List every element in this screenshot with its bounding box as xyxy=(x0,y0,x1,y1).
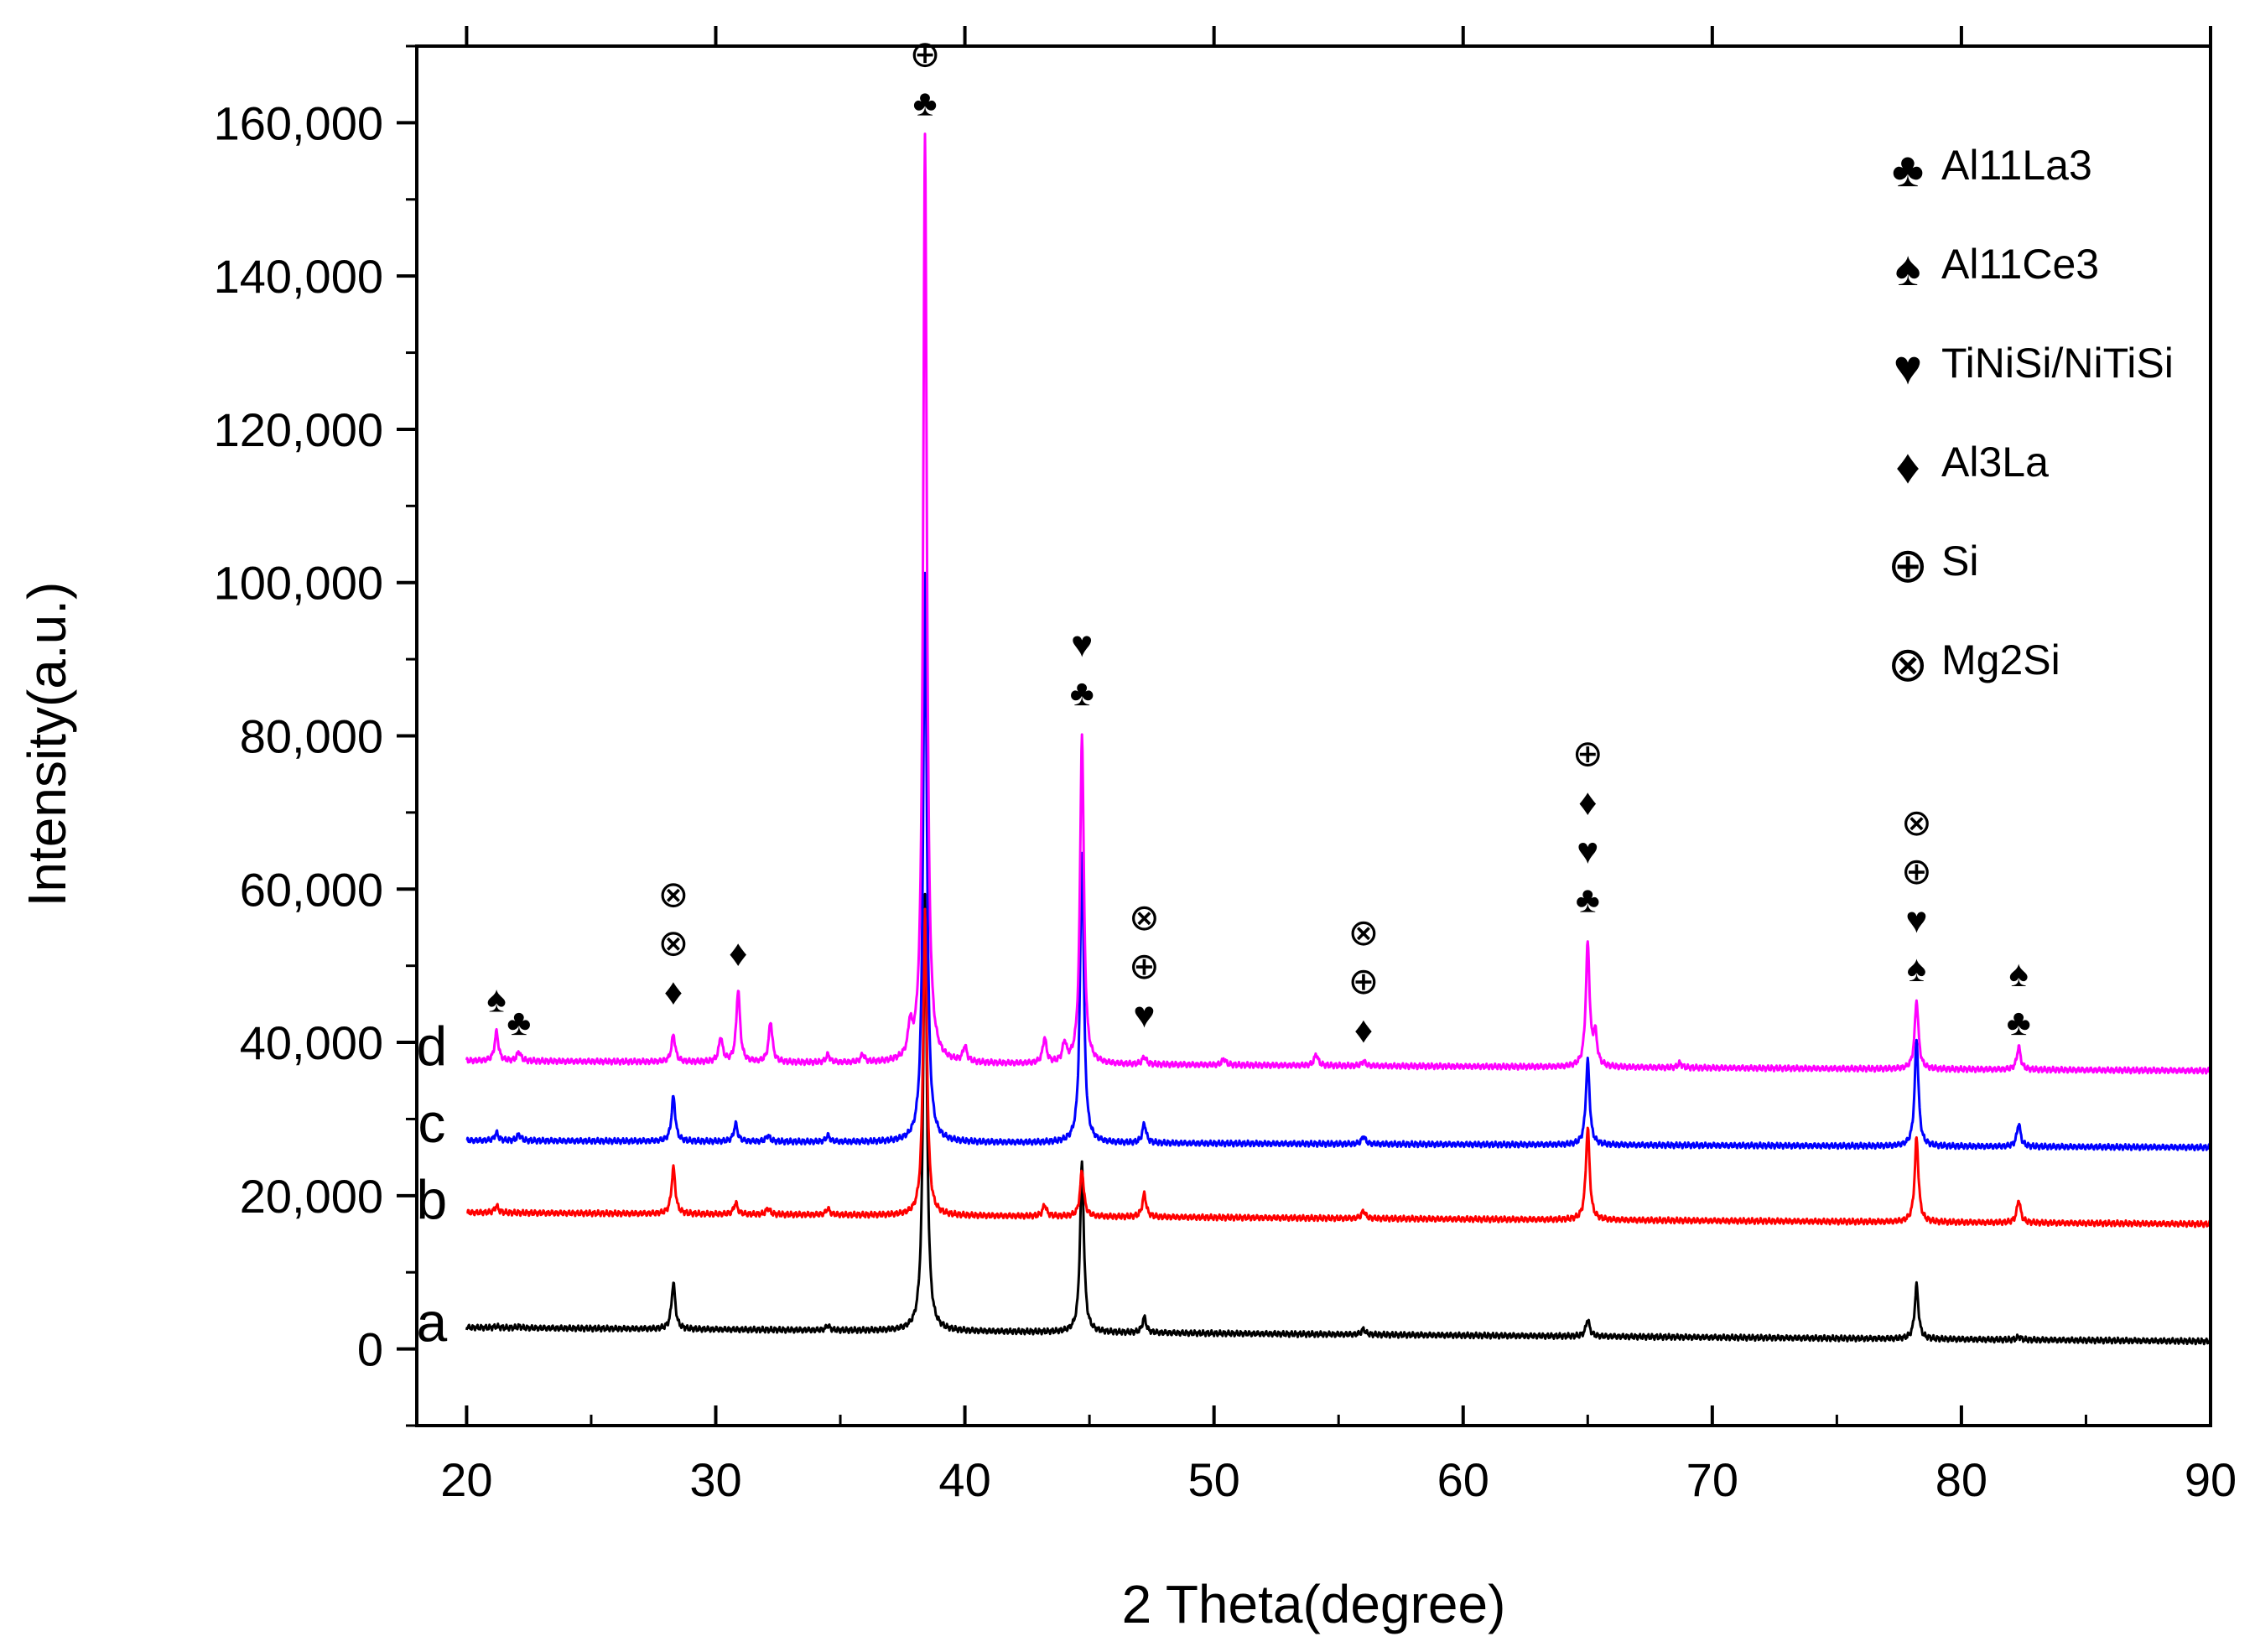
curve-label-c: c xyxy=(418,1092,445,1154)
axes: 20 30 40 50 60 70 80 90 0 20,000 40,000 60,000 80,00… xyxy=(214,26,2237,1506)
peak-marker: ⊕ xyxy=(1572,734,1603,775)
legend-entry: ⊕ Si xyxy=(1888,538,1979,593)
x-tick-label: 40 xyxy=(938,1453,990,1506)
legend-entry: ♦ Al3La xyxy=(1895,439,2049,494)
legend-entry: ⊗ Mg2Si xyxy=(1888,636,2060,692)
peak-marker: ♣ xyxy=(913,82,938,123)
legend-label: Mg2Si xyxy=(1941,636,2060,683)
x-tick-label: 80 xyxy=(1935,1453,1987,1506)
club-icon: ♣ xyxy=(1892,143,1924,197)
y-tick-label: 160,000 xyxy=(214,96,383,149)
peak-marker: ♦ xyxy=(664,971,683,1012)
y-tick-label: 0 xyxy=(357,1323,383,1376)
series-layer xyxy=(465,132,2212,1346)
series-line-d xyxy=(465,132,2212,1075)
curve-label-d: d xyxy=(416,1015,447,1077)
peak-marker: ♠ xyxy=(1907,948,1926,990)
legend-entry: ♠ Al11Ce3 xyxy=(1895,241,2100,296)
legend-entry: ♣ Al11La3 xyxy=(1892,142,2092,197)
series-line-c xyxy=(465,571,2212,1151)
x-axis-title: 2 Theta(degree) xyxy=(1122,1574,1506,1634)
series-line-a xyxy=(465,892,2212,1346)
peak-marker: ♦ xyxy=(1354,1010,1373,1051)
peak-marker: ♠ xyxy=(486,979,506,1021)
peak-marker: ♦ xyxy=(729,933,747,974)
peak-marker: ♥ xyxy=(1905,900,1927,941)
circle-times-icon: ⊗ xyxy=(1888,637,1929,692)
x-tick-label: 50 xyxy=(1188,1453,1240,1506)
y-tick-label: 20,000 xyxy=(240,1170,383,1223)
peak-marker: ⊗ xyxy=(658,922,689,964)
legend-entry: ♥ TiNiSi/NiTiSi xyxy=(1894,340,2174,395)
circle-plus-icon: ⊕ xyxy=(1888,538,1929,593)
peak-marker: ♣ xyxy=(2007,1002,2031,1043)
y-tick-label: 100,000 xyxy=(214,557,383,610)
peak-marker: ⊕ xyxy=(1129,946,1160,987)
legend-label: Al3La xyxy=(1941,439,2049,486)
peak-annotations: ♠♣♦⊗⊗♦♣⊕♣♥♥⊕⊗♦⊕⊗♣♥♦⊕♠♥⊕⊗♣♠ xyxy=(486,34,2030,1051)
peak-marker: ♥ xyxy=(1071,624,1093,665)
x-tick-label: 90 xyxy=(2185,1453,2237,1506)
x-tick-label: 60 xyxy=(1437,1453,1489,1506)
x-tick-label: 70 xyxy=(1686,1453,1738,1506)
peak-marker: ⊕ xyxy=(1348,961,1379,1002)
peak-marker: ♥ xyxy=(1577,831,1598,872)
legend: ♣ Al11La3 ♠ Al11Ce3 ♥ TiNiSi/NiTiSi ♦ Al3La ⊕ Si ⊗… xyxy=(1888,142,2174,692)
legend-label: Al11Ce3 xyxy=(1941,241,2099,288)
diamond-icon: ♦ xyxy=(1895,439,1920,494)
y-tick-label: 40,000 xyxy=(240,1016,383,1069)
legend-label: TiNiSi/NiTiSi xyxy=(1941,340,2174,387)
y-tick-label: 120,000 xyxy=(214,403,383,456)
x-tick-label: 20 xyxy=(440,1453,492,1506)
peak-marker: ♥ xyxy=(1133,995,1155,1036)
peak-marker: ⊗ xyxy=(658,874,689,915)
curve-label-a: a xyxy=(416,1291,447,1353)
peak-marker: ♦ xyxy=(1578,782,1597,823)
peak-marker: ⊗ xyxy=(1129,897,1160,938)
peak-marker: ⊕ xyxy=(910,34,941,75)
heart-icon: ♥ xyxy=(1894,340,1922,395)
legend-label: Si xyxy=(1941,538,1978,584)
legend-label: Al11La3 xyxy=(1941,142,2092,189)
y-tick-label: 80,000 xyxy=(240,710,383,763)
y-tick-label: 60,000 xyxy=(240,863,383,916)
series-line-b xyxy=(465,907,2212,1229)
peak-marker: ⊗ xyxy=(1348,912,1379,953)
peak-marker: ♣ xyxy=(1070,673,1094,714)
curve-label-b: b xyxy=(416,1168,447,1230)
peak-marker: ⊗ xyxy=(1901,803,1932,844)
spade-icon: ♠ xyxy=(1895,242,1921,296)
peak-marker: ♣ xyxy=(507,1002,531,1043)
x-tick-label: 30 xyxy=(689,1453,741,1506)
y-tick-label: 140,000 xyxy=(214,250,383,303)
y-axis-title: Intensity(a.u.) xyxy=(17,582,77,907)
peak-marker: ♠ xyxy=(2009,953,2029,995)
peak-marker: ♣ xyxy=(1576,880,1600,921)
peak-marker: ⊕ xyxy=(1901,851,1932,892)
